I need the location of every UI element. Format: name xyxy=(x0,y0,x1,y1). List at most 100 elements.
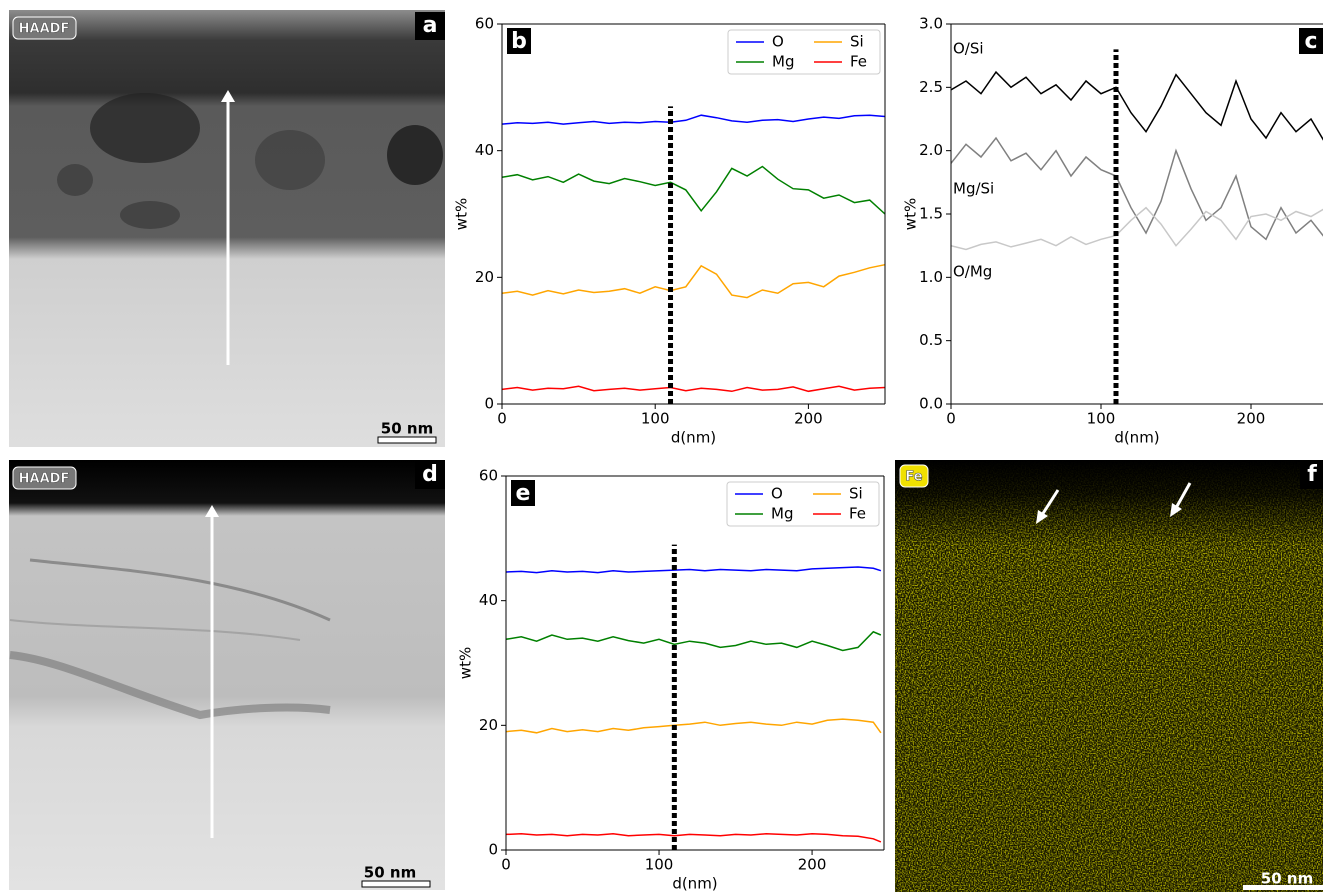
chart: 0 20 40 60 0 100 200 d(nm) wt% b O Mg Si Fe xyxy=(453,15,886,447)
legend-box xyxy=(727,29,881,75)
legend-label: O xyxy=(771,485,783,503)
panel-label: e xyxy=(516,481,531,506)
x-axis-label: d(nm) xyxy=(671,429,716,447)
arrow xyxy=(1174,482,1192,509)
streak xyxy=(29,558,331,622)
chart: 0 20 40 60 0 100 200 d(nm) wt% e O Mg Si Fe xyxy=(457,467,885,892)
data-line xyxy=(501,114,886,125)
panel-label: a xyxy=(423,13,438,38)
y-tick-label: 2.0 xyxy=(919,141,943,159)
x-tick-label: 0 xyxy=(497,410,507,428)
data-line xyxy=(505,833,882,843)
data-line xyxy=(505,566,882,574)
y-tick-label: 0 xyxy=(484,395,494,413)
data-line xyxy=(505,718,882,734)
x-tick-label: 200 xyxy=(1237,410,1266,428)
data-line xyxy=(505,630,882,652)
scale-bar xyxy=(377,436,437,444)
panel-label-box xyxy=(1300,461,1323,489)
y-tick-label: 0.5 xyxy=(919,331,943,349)
plot-area xyxy=(502,24,885,404)
pore xyxy=(120,201,180,229)
panel-label-box xyxy=(511,480,535,506)
data-line xyxy=(951,70,1323,141)
panel-label: d xyxy=(422,462,438,487)
plot-area xyxy=(506,476,884,850)
panel-label-box xyxy=(415,12,445,40)
data-line xyxy=(501,263,886,299)
series-group xyxy=(951,49,1323,404)
tag-box xyxy=(12,466,77,490)
y-tick-label: 3.0 xyxy=(919,15,943,33)
x-tick-label: 0 xyxy=(946,410,956,428)
panel-label: f xyxy=(1307,462,1317,487)
panel-d: HAADF d 50 nm xyxy=(9,460,445,890)
panel-a: HAADF a 50 nm xyxy=(9,10,445,447)
panel-label-box xyxy=(507,28,531,54)
arrow-head xyxy=(205,505,219,517)
image-tag: HAADF xyxy=(19,22,70,37)
x-axis-label: d(nm) xyxy=(1114,429,1159,447)
arrow xyxy=(1040,489,1060,516)
x-axis-label: d(nm) xyxy=(672,875,717,892)
panel-label-box xyxy=(415,461,445,489)
legend-label: Mg xyxy=(772,53,794,71)
arrow-head xyxy=(1170,503,1182,517)
legend-label: O xyxy=(772,33,784,51)
data-line xyxy=(501,165,886,215)
x-tick-label: 200 xyxy=(798,856,827,874)
series-label: Mg/Si xyxy=(953,180,994,198)
y-tick-label: 0 xyxy=(488,841,498,859)
y-tick-label: 20 xyxy=(475,268,494,286)
chart: O/Si Mg/Si O/Mg 0.0 0.5 1.0 1.5 2.0 2.5 3.0 0 100 20… xyxy=(902,15,1323,447)
x-tick-label: 100 xyxy=(641,410,670,428)
pore xyxy=(255,130,325,190)
data-line xyxy=(951,206,1323,251)
pore xyxy=(387,125,443,185)
scale-label: 50 nm xyxy=(1261,870,1313,888)
legend-label: Fe xyxy=(849,505,866,523)
panel-label: b xyxy=(511,29,527,54)
data-line xyxy=(501,385,886,393)
panel-label: c xyxy=(1304,29,1317,54)
series-group xyxy=(501,106,886,404)
y-axis-label: wt% xyxy=(453,198,471,230)
y-tick-label: 60 xyxy=(475,15,494,33)
x-tick-label: 200 xyxy=(794,410,823,428)
y-axis-label: wt% xyxy=(457,647,475,679)
x-tick-label: 0 xyxy=(501,856,511,874)
series-label: O/Mg xyxy=(953,263,992,281)
tag-box xyxy=(899,464,929,488)
legend-label: Mg xyxy=(771,505,793,523)
series-group xyxy=(505,544,882,850)
streak xyxy=(9,651,331,720)
y-tick-label: 0.0 xyxy=(919,395,943,413)
y-tick-label: 20 xyxy=(479,716,498,734)
data-line xyxy=(951,136,1323,241)
arrow-head xyxy=(1036,510,1048,524)
legend-label: Si xyxy=(849,485,863,503)
y-axis-label: wt% xyxy=(902,198,920,230)
map-shade xyxy=(895,460,1323,892)
x-tick-label: 100 xyxy=(645,856,674,874)
x-tick-label: 100 xyxy=(1087,410,1116,428)
pore xyxy=(57,164,93,196)
y-tick-label: 2.5 xyxy=(919,78,943,96)
y-tick-label: 40 xyxy=(475,141,494,159)
legend-label: Fe xyxy=(850,53,867,71)
y-tick-label: 60 xyxy=(479,467,498,485)
scale-label: 50 nm xyxy=(364,864,416,882)
legend-box xyxy=(726,481,880,527)
image-tag: Fe xyxy=(905,470,922,485)
y-tick-label: 40 xyxy=(479,591,498,609)
micrograph xyxy=(9,460,445,890)
scale-bar xyxy=(1243,885,1323,890)
y-tick-label: 1.5 xyxy=(919,205,943,223)
scale-label: 50 nm xyxy=(381,420,433,438)
streak xyxy=(9,619,301,641)
legend-label: Si xyxy=(850,33,864,51)
image-tag: HAADF xyxy=(19,472,70,487)
arrow-head xyxy=(221,90,235,102)
